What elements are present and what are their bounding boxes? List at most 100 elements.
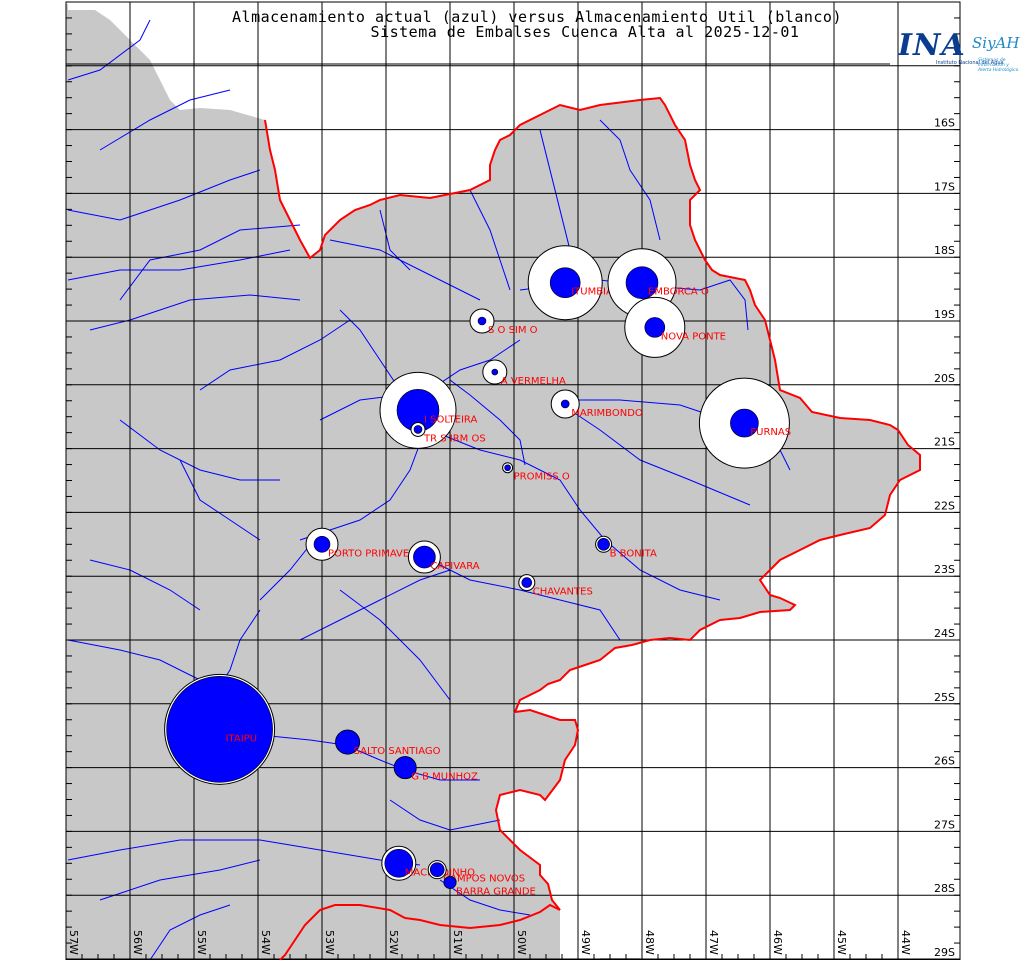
basin-border-south	[279, 903, 561, 960]
reservoir-label: SALTO SANTIAGO	[354, 746, 441, 757]
logo-subtitle: Instituto Nacional del Agua	[936, 60, 1004, 66]
reservoir-actual-circle	[443, 876, 457, 889]
river-line	[259, 544, 311, 601]
reservoir-actual-circle	[644, 317, 666, 338]
reservoir-label: MARIMBONDO	[571, 408, 643, 419]
map-title: Almacenamiento actual (azul) versus Alma…	[232, 8, 842, 26]
lat-tick-label: 20S	[934, 372, 955, 385]
lon-tick-label: 52W	[387, 930, 400, 955]
lon-tick-label: 46W	[771, 930, 784, 955]
basin-border	[264, 96, 921, 911]
lon-tick-label: 47W	[707, 930, 720, 955]
lat-tick-label: 23S	[934, 563, 955, 576]
river-line	[599, 119, 661, 241]
reservoir-label: EMBORCA O	[648, 287, 709, 298]
river-line	[469, 189, 511, 291]
lat-tick-label: 24S	[934, 627, 955, 640]
lat-tick-label: 21S	[934, 436, 955, 449]
reservoir-actual-circle	[393, 756, 417, 779]
river-line	[89, 559, 201, 611]
reservoir-actual-circle	[477, 316, 487, 326]
lat-tick-label: 19S	[934, 308, 955, 321]
reservoir-actual-circle	[597, 537, 610, 551]
reservoir-label: ITAIPU	[226, 733, 257, 744]
lon-tick-label: 57W	[67, 930, 80, 955]
river-line	[67, 839, 421, 866]
reservoir-actual-circle	[166, 676, 273, 783]
reservoir-label: B BONITA	[610, 548, 657, 559]
reservoir-label: A VERMELHA	[501, 376, 566, 387]
map-frame-border	[65, 1, 961, 960]
river-line	[429, 429, 721, 601]
river-line	[389, 799, 501, 831]
logo-ina-text: INA	[898, 28, 966, 63]
reservoir-label: PORTO PRIMAVERA	[328, 548, 423, 559]
reservoir-label: CHAVANTES	[533, 587, 593, 598]
lon-tick-label: 45W	[835, 930, 848, 955]
lat-tick-label: 26S	[934, 755, 955, 768]
reservoir-actual-circle	[730, 408, 759, 438]
lat-tick-label: 29S	[934, 946, 955, 959]
logo-brand-subtitle: Sistemas de Información y Alerta Hidroló…	[978, 58, 1019, 73]
reservoir-actual-circle	[384, 848, 414, 878]
ina-siyah-logo: INA SiyAH Instituto Nacional del Agua Si…	[890, 20, 1020, 90]
river-line	[379, 209, 411, 271]
reservoir-actual-circle	[549, 267, 581, 299]
lon-tick-label: 48W	[643, 930, 656, 955]
exterior-region	[68, 4, 960, 960]
lat-tick-label: 16S	[934, 117, 955, 130]
lat-tick-label: 18S	[934, 244, 955, 257]
grid-layer	[65, 1, 961, 960]
reservoir-actual-circle	[560, 399, 570, 409]
river-line	[67, 19, 151, 81]
lon-tick-label: 56W	[131, 930, 144, 955]
reservoir-actual-circle	[413, 425, 423, 434]
river-line	[199, 319, 351, 391]
reservoir-actual-circle	[625, 266, 659, 300]
river-line	[99, 89, 231, 151]
reservoir-actual-circle	[504, 464, 511, 472]
reservoir-actual-circle	[313, 535, 331, 553]
tick-labels-layer: 16S 17S 18S 19S 20S 21S 22S 23S 24S 25S 26S 27S 28S 2…	[67, 117, 955, 959]
river-line	[119, 419, 280, 481]
river-line	[439, 879, 531, 916]
reservoirs-layer: ITUMBIARA EMBORCA O NOVA PONTE S O SIM O A V…	[164, 245, 791, 897]
reservoir-actual-circle	[413, 545, 436, 569]
reservoir-actual-circle	[521, 577, 533, 588]
river-line	[67, 639, 201, 681]
reservoir-label: CAMPOS NOVOS	[443, 874, 525, 885]
river-line	[569, 409, 751, 506]
reservoir-label: G B MUNHOZ	[411, 772, 478, 783]
reservoir-label: FURNAS	[750, 427, 791, 438]
lon-tick-label: 49W	[579, 930, 592, 955]
lat-tick-label: 27S	[934, 818, 955, 831]
reservoir-label: NOVA PONTE	[661, 331, 726, 342]
river-line	[539, 129, 571, 251]
river-line	[89, 294, 301, 331]
river-line	[67, 169, 261, 221]
reservoir-actual-circle	[335, 729, 360, 755]
reservoir-actual-circle	[491, 368, 499, 376]
reservoir-label: ITUMBIARA	[571, 287, 626, 298]
reservoir-label: I SOLTEIRA	[424, 414, 477, 425]
lon-tick-label: 44W	[899, 930, 912, 955]
river-line	[339, 309, 401, 391]
river-line	[259, 734, 480, 781]
river-line	[119, 224, 301, 301]
lat-tick-label: 22S	[934, 499, 955, 512]
reservoir-label: BARRA GRANDE	[456, 886, 536, 897]
reservoir-label: TR S IRM OS	[423, 433, 486, 444]
lon-tick-label: 53W	[323, 930, 336, 955]
river-line	[329, 239, 481, 301]
reservoir-actual-circle	[429, 862, 445, 877]
lat-tick-label: 17S	[934, 180, 955, 193]
logo-siyah-text: SiyAH	[972, 34, 1020, 52]
lat-tick-label: 28S	[934, 882, 955, 895]
lat-tick-label: 25S	[934, 691, 955, 704]
reservoir-label: S O SIM O	[488, 325, 538, 336]
lon-tick-label: 51W	[451, 930, 464, 955]
river-line	[67, 249, 291, 281]
lon-tick-label: 55W	[195, 930, 208, 955]
